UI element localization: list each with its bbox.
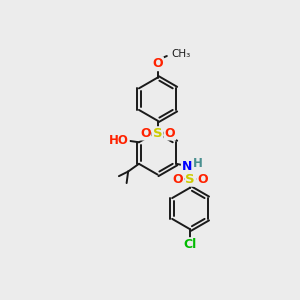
Text: H: H	[192, 157, 202, 170]
Text: S: S	[153, 127, 162, 140]
Text: O: O	[172, 173, 183, 186]
Text: O: O	[152, 57, 163, 70]
Text: O: O	[165, 127, 175, 140]
Text: HO: HO	[109, 134, 129, 147]
Text: Cl: Cl	[184, 238, 197, 251]
Text: O: O	[197, 173, 208, 186]
Text: CH₃: CH₃	[172, 50, 191, 59]
Text: S: S	[185, 173, 195, 186]
Text: N: N	[182, 160, 192, 172]
Text: O: O	[140, 127, 151, 140]
